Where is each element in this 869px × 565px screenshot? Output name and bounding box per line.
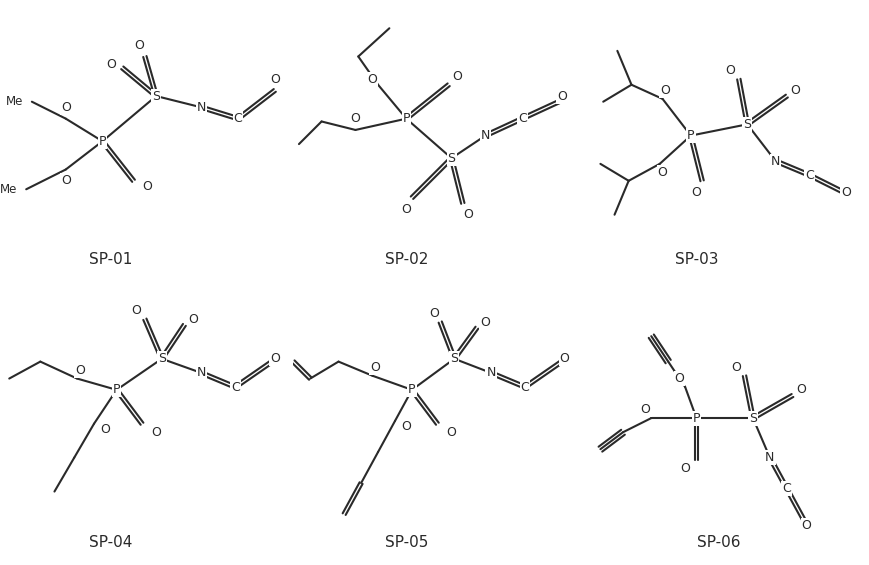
Text: N: N [486, 366, 495, 380]
Text: O: O [559, 352, 569, 366]
Text: O: O [673, 372, 684, 385]
Text: O: O [401, 420, 411, 433]
Text: O: O [691, 185, 700, 199]
Text: C: C [520, 380, 528, 394]
Text: O: O [106, 58, 116, 72]
Text: O: O [100, 423, 110, 436]
Text: O: O [143, 180, 152, 193]
Text: S: S [450, 352, 458, 366]
Text: C: C [234, 112, 242, 125]
Text: O: O [660, 84, 669, 97]
Text: O: O [151, 425, 161, 439]
Text: N: N [196, 366, 206, 380]
Text: O: O [657, 166, 667, 179]
Text: SP-04: SP-04 [90, 535, 132, 550]
Text: O: O [790, 84, 799, 97]
Text: O: O [463, 208, 473, 221]
Text: O: O [367, 72, 377, 86]
Text: N: N [770, 154, 779, 168]
Text: O: O [401, 202, 411, 216]
Text: O: O [429, 307, 439, 320]
Text: O: O [370, 360, 380, 374]
Text: O: O [725, 64, 734, 77]
Text: O: O [350, 112, 360, 125]
Text: O: O [131, 304, 141, 318]
Text: O: O [800, 519, 811, 532]
Text: SP-03: SP-03 [674, 253, 718, 267]
Text: S: S [742, 118, 751, 131]
Text: O: O [480, 315, 490, 329]
Text: P: P [98, 134, 106, 148]
Text: O: O [452, 69, 461, 83]
Text: N: N [765, 451, 773, 464]
Text: Me: Me [0, 182, 17, 196]
Text: O: O [61, 174, 70, 188]
Text: O: O [269, 72, 280, 86]
Text: O: O [680, 462, 689, 476]
Text: C: C [804, 168, 813, 182]
Text: S: S [447, 151, 455, 165]
Text: S: S [748, 411, 756, 425]
Text: O: O [134, 38, 144, 52]
Text: SP-01: SP-01 [90, 253, 132, 267]
Text: Me: Me [6, 95, 23, 108]
Text: N: N [196, 101, 206, 114]
Text: O: O [640, 403, 650, 416]
Text: O: O [556, 89, 566, 103]
Text: O: O [840, 185, 850, 199]
Text: C: C [781, 482, 790, 496]
Text: O: O [446, 425, 456, 439]
Text: P: P [402, 112, 409, 125]
Text: C: C [517, 112, 526, 125]
Text: O: O [269, 352, 280, 366]
Text: S: S [152, 89, 160, 103]
Text: O: O [75, 363, 84, 377]
Text: SP-02: SP-02 [384, 253, 428, 267]
Text: SP-06: SP-06 [697, 535, 740, 550]
Text: SP-05: SP-05 [384, 535, 428, 550]
Text: P: P [408, 383, 415, 397]
Text: C: C [230, 380, 239, 394]
Text: S: S [157, 352, 166, 366]
Text: O: O [61, 101, 70, 114]
Text: O: O [795, 383, 805, 397]
Text: P: P [692, 411, 700, 425]
Text: O: O [188, 312, 197, 326]
Text: P: P [687, 129, 693, 142]
Text: O: O [730, 360, 740, 374]
Text: P: P [113, 383, 120, 397]
Text: N: N [481, 129, 489, 142]
